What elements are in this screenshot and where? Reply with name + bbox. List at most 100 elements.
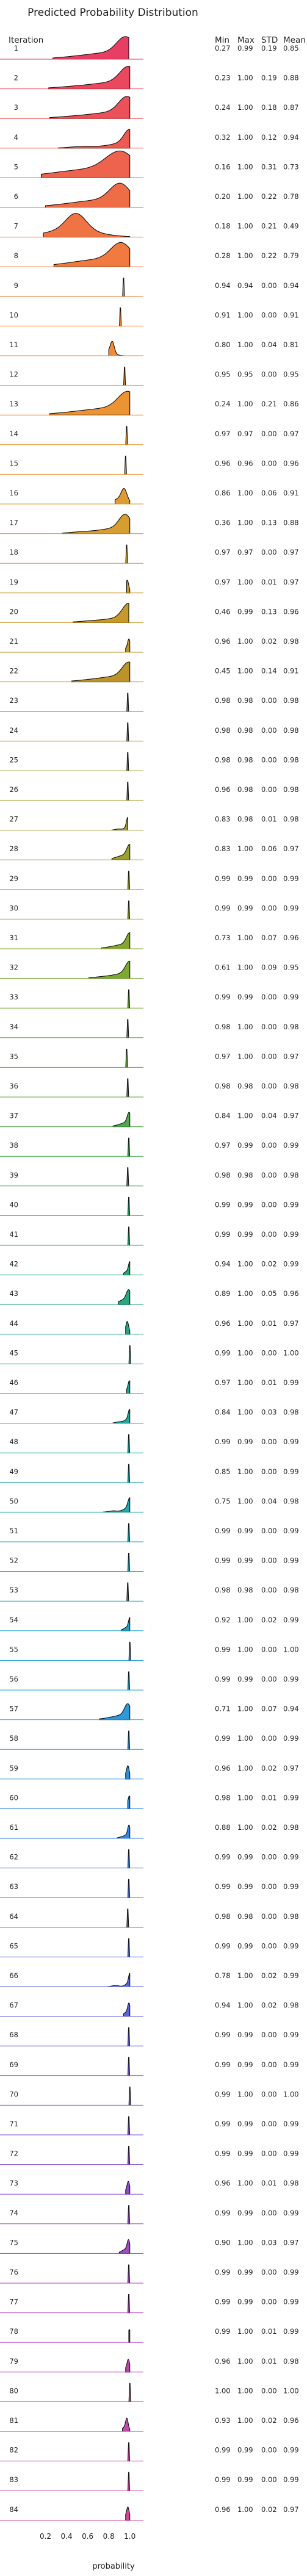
stat-min: 0.99 [215,2060,231,2069]
stat-max: 1.00 [237,2357,253,2366]
density-curve [114,488,131,505]
stat-mean: 0.97 [283,578,299,586]
stat-mean: 0.96 [283,934,299,942]
stat-std: 0.09 [261,963,277,972]
iteration-label: 14 [9,430,18,438]
stat-max: 0.99 [237,1200,253,1209]
ridge-row: 22 0.45 1.00 0.14 0.91 [0,661,299,683]
iteration-label: 26 [9,785,18,794]
density-curve [122,278,125,297]
stat-mean: 0.99 [283,2060,299,2069]
stat-max: 1.00 [237,1764,253,1772]
stat-std: 0.00 [261,2446,277,2455]
density-curve [123,2002,131,2017]
stat-min: 0.96 [215,2505,231,2514]
iteration-label: 59 [9,1764,18,1772]
density-curve [99,1703,131,1721]
density-curve [125,1765,131,1780]
density-curve [127,2205,131,2225]
stat-std: 0.21 [261,400,277,408]
stat-min: 0.97 [215,578,231,586]
stat-max: 0.99 [237,2031,253,2039]
ridge-row: 65 0.99 0.99 0.00 0.99 [0,1938,299,1957]
stat-mean: 0.99 [283,2031,299,2039]
stat-min: 0.96 [215,2357,231,2366]
ridge-row: 47 0.84 1.00 0.03 0.98 [0,1408,299,1424]
stat-std: 0.00 [261,904,277,912]
stat-min: 0.96 [215,459,231,467]
stat-min: 0.99 [215,1200,231,1209]
stat-min: 0.20 [215,192,231,201]
stat-max: 0.94 [237,281,253,290]
stat-max: 1.00 [237,667,253,675]
iteration-label: 27 [9,815,18,824]
stat-min: 0.99 [215,1348,231,1357]
ridge-row: 24 0.98 0.98 0.00 0.98 [0,722,299,742]
ridge-row: 8 0.28 1.00 0.22 0.79 [0,242,299,267]
ridge-row: 13 0.24 1.00 0.21 0.86 [0,390,299,416]
stat-std: 0.12 [261,133,277,142]
stat-min: 0.99 [215,1645,231,1653]
density-curve [127,2472,131,2491]
density-curve [121,1617,131,1632]
stat-min: 0.97 [215,1052,231,1060]
stat-mean: 0.99 [283,874,299,883]
stat-mean: 0.97 [283,1319,299,1328]
ridge-row: 19 0.97 1.00 0.01 0.97 [0,578,299,594]
stat-max: 0.98 [237,1912,253,1921]
iteration-label: 52 [9,1556,18,1565]
ridge-row: 5 0.16 1.00 0.31 0.73 [0,150,299,178]
stat-std: 0.00 [261,1556,277,1565]
stat-std: 0.00 [261,1586,277,1594]
stat-max: 0.99 [237,44,253,52]
stat-mean: 0.96 [283,607,299,616]
stat-max: 1.00 [237,2327,253,2336]
density-curve [128,1641,131,1661]
stat-min: 0.99 [215,2327,231,2336]
ridge-row: 28 0.83 1.00 0.06 0.97 [0,844,299,860]
ridge-row: 40 0.99 0.99 0.00 0.99 [0,1196,299,1216]
stat-std: 0.03 [261,2238,277,2247]
ridge-row: 30 0.99 0.99 0.00 0.99 [0,900,299,919]
stat-max: 1.00 [237,340,253,349]
ridge-row: 7 0.18 1.00 0.21 0.49 [0,213,299,238]
stat-min: 0.16 [215,162,231,171]
iteration-label: 38 [9,1141,18,1149]
density-curve [43,213,131,238]
density-curve [127,1523,131,1542]
density-curve [127,2146,131,2165]
density-curve [126,1380,131,1394]
stat-std: 0.00 [261,2475,277,2484]
iteration-label: 16 [9,489,18,497]
stat-mean: 0.81 [283,340,299,349]
iteration-label: 28 [9,844,18,853]
stat-mean: 0.98 [283,2179,299,2187]
stat-mean: 0.99 [283,2268,299,2276]
stat-min: 0.84 [215,1408,231,1417]
stat-max: 1.00 [237,222,253,231]
density-curve [127,1226,131,1246]
density-curve [125,2359,131,2373]
iteration-label: 82 [9,2446,18,2455]
stat-max: 1.00 [237,2416,253,2425]
iteration-label: 53 [9,1586,18,1594]
x-tick-label: 0.6 [82,2532,93,2541]
stat-std: 0.00 [261,785,277,794]
stat-max: 1.00 [237,1319,253,1328]
iteration-label: 39 [9,1171,18,1179]
density-curve [127,1553,131,1572]
stat-std: 0.06 [261,844,277,853]
stat-std: 0.19 [261,44,277,52]
stat-mean: 0.97 [283,1052,299,1060]
iteration-label: 69 [9,2060,18,2069]
stat-std: 0.31 [261,162,277,171]
stat-max: 1.00 [237,1023,253,1031]
iteration-label: 30 [9,904,18,912]
density-curve [127,900,131,919]
stat-mean: 0.88 [283,74,299,82]
ridge-row: 49 0.85 1.00 0.00 0.99 [0,1464,299,1483]
ridge-row: 79 0.96 1.00 0.01 0.98 [0,2357,299,2373]
stat-mean: 0.99 [283,993,299,1001]
density-curve [72,603,129,623]
stat-max: 1.00 [237,1378,253,1387]
